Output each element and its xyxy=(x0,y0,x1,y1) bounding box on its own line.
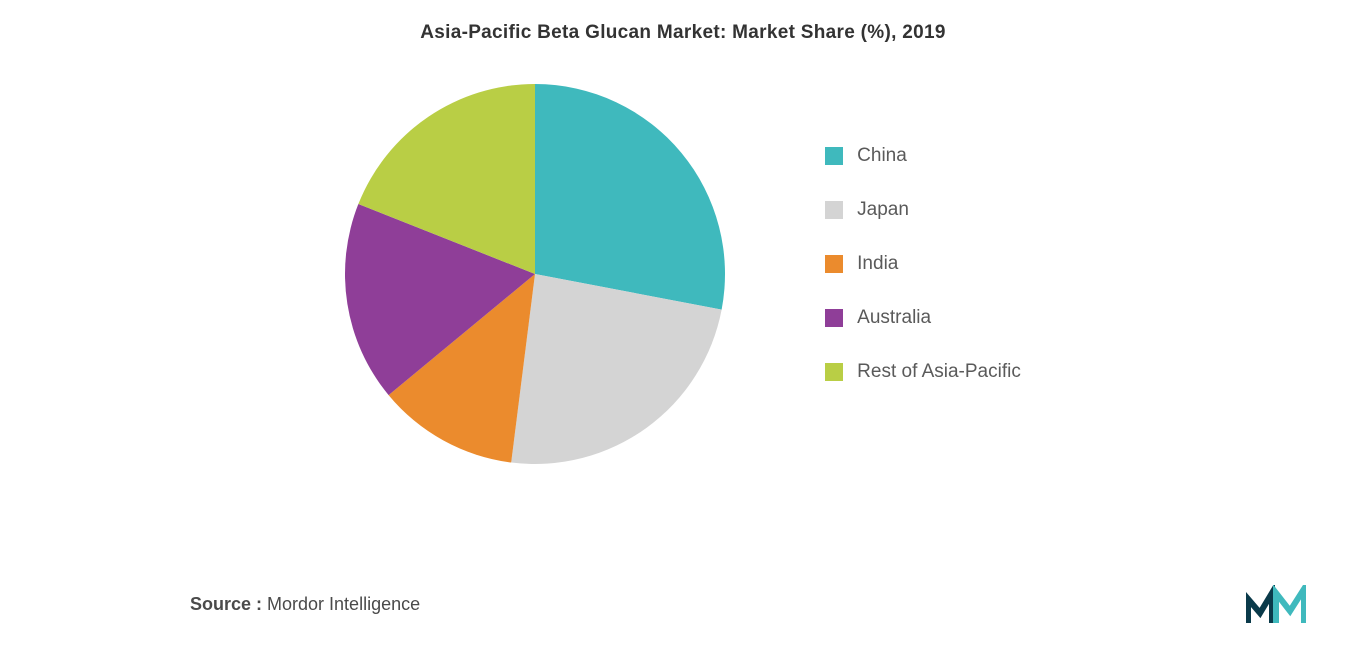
pie-chart-wrapper xyxy=(345,84,725,464)
chart-container: China Japan India Australia Rest of Asia-Pac… xyxy=(0,84,1366,464)
brand-logo-icon xyxy=(1246,585,1306,625)
legend-item-australia: Australia xyxy=(825,307,1021,329)
chart-title: Asia-Pacific Beta Glucan Market: Market … xyxy=(0,0,1366,44)
legend-swatch xyxy=(825,309,843,327)
legend-swatch xyxy=(825,255,843,273)
legend-item-china: China xyxy=(825,145,1021,167)
legend-label: Rest of Asia-Pacific xyxy=(857,361,1021,383)
source-footer: Source : Mordor Intelligence xyxy=(190,594,420,615)
legend: China Japan India Australia Rest of Asia-Pac… xyxy=(825,145,1021,403)
legend-item-rest-of-asia-pacific: Rest of Asia-Pacific xyxy=(825,361,1021,383)
legend-label: China xyxy=(857,145,907,167)
legend-label: India xyxy=(857,253,898,275)
pie-chart xyxy=(345,84,725,464)
legend-item-japan: Japan xyxy=(825,199,1021,221)
legend-label: Australia xyxy=(857,307,931,329)
source-text: Mordor Intelligence xyxy=(262,594,420,614)
pie-slice-china xyxy=(535,84,725,310)
source-label: Source : xyxy=(190,594,262,614)
legend-label: Japan xyxy=(857,199,909,221)
legend-swatch xyxy=(825,201,843,219)
legend-item-india: India xyxy=(825,253,1021,275)
legend-swatch xyxy=(825,147,843,165)
legend-swatch xyxy=(825,363,843,381)
